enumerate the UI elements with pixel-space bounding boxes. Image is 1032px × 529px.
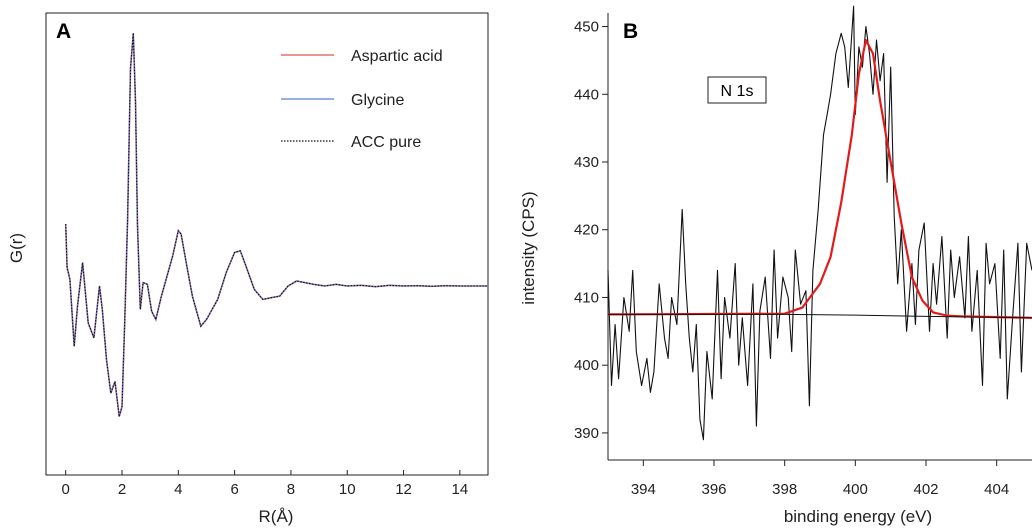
panel-a-label: A xyxy=(56,20,71,43)
panel-a-x-tick-label: 8 xyxy=(287,481,295,498)
series-line-acc-pure xyxy=(65,33,488,417)
panel-b-series xyxy=(607,5,1032,441)
panel-b: B intensity (CPS) binding energy (eV) 39… xyxy=(519,5,1032,526)
annotation-n1s: N 1s xyxy=(721,83,754,100)
legend-label-acc-pure: ACC pure xyxy=(351,134,421,151)
series-line-fit xyxy=(607,38,1032,319)
panel-a-x-tick-label: 2 xyxy=(118,481,126,498)
panel-a-series xyxy=(64,33,488,417)
panel-a-x-tick-label: 14 xyxy=(452,481,469,498)
panel-a-legend: Aspartic acid Glycine ACC pure xyxy=(281,48,443,151)
legend-label-aspartic-acid: Aspartic acid xyxy=(351,48,443,65)
panel-b-y-tick-label: 430 xyxy=(574,154,599,171)
panel-a-ylabel: G(r) xyxy=(7,233,26,263)
legend-label-glycine: Glycine xyxy=(351,92,404,109)
series-line-background xyxy=(608,313,1032,319)
panel-b-ticks: 394 396 398 400 402 404 390 400 410 420 430 440 450 xyxy=(574,19,1009,498)
panel-b-y-tick-label: 400 xyxy=(574,357,599,374)
panel-a: A G(r) R(Å) 0 2 4 6 8 10 12 14 Aspartic acid Gl… xyxy=(7,12,489,526)
panel-a-x-tick-label: 6 xyxy=(230,481,238,498)
panel-b-label: B xyxy=(623,20,638,43)
annotation-box xyxy=(707,76,767,104)
panel-b-y-tick-label: 450 xyxy=(574,19,599,36)
panel-b-y-tick-label: 390 xyxy=(574,425,599,442)
panel-b-xlabel: binding energy (eV) xyxy=(784,507,932,526)
series-line-glycine xyxy=(65,33,488,417)
panel-b-x-tick-label: 402 xyxy=(913,481,938,498)
panel-b-ylabel: intensity (CPS) xyxy=(519,191,538,304)
panel-a-x-ticks: 0 2 4 6 8 10 12 14 xyxy=(62,470,469,498)
panel-b-y-tick-label: 410 xyxy=(574,289,599,306)
panel-b-x-tick-label: 394 xyxy=(631,481,656,498)
panel-b-x-tick-label: 396 xyxy=(701,481,726,498)
series-line-aspartic-acid xyxy=(64,33,488,417)
panel-b-x-tick-label: 404 xyxy=(984,481,1009,498)
panel-a-frame xyxy=(45,12,489,476)
panel-a-x-tick-label: 0 xyxy=(62,481,70,498)
panel-b-x-tick-label: 400 xyxy=(843,481,868,498)
panel-a-x-tick-label: 4 xyxy=(174,481,182,498)
panel-b-x-tick-label: 398 xyxy=(772,481,797,498)
panel-a-x-tick-label: 10 xyxy=(339,481,356,498)
panel-a-xlabel: R(Å) xyxy=(259,507,294,526)
panel-b-y-tick-label: 440 xyxy=(574,86,599,103)
panel-a-x-tick-label: 12 xyxy=(395,481,412,498)
panel-b-y-tick-label: 420 xyxy=(574,222,599,239)
series-line-raw-spectrum xyxy=(607,5,1032,441)
